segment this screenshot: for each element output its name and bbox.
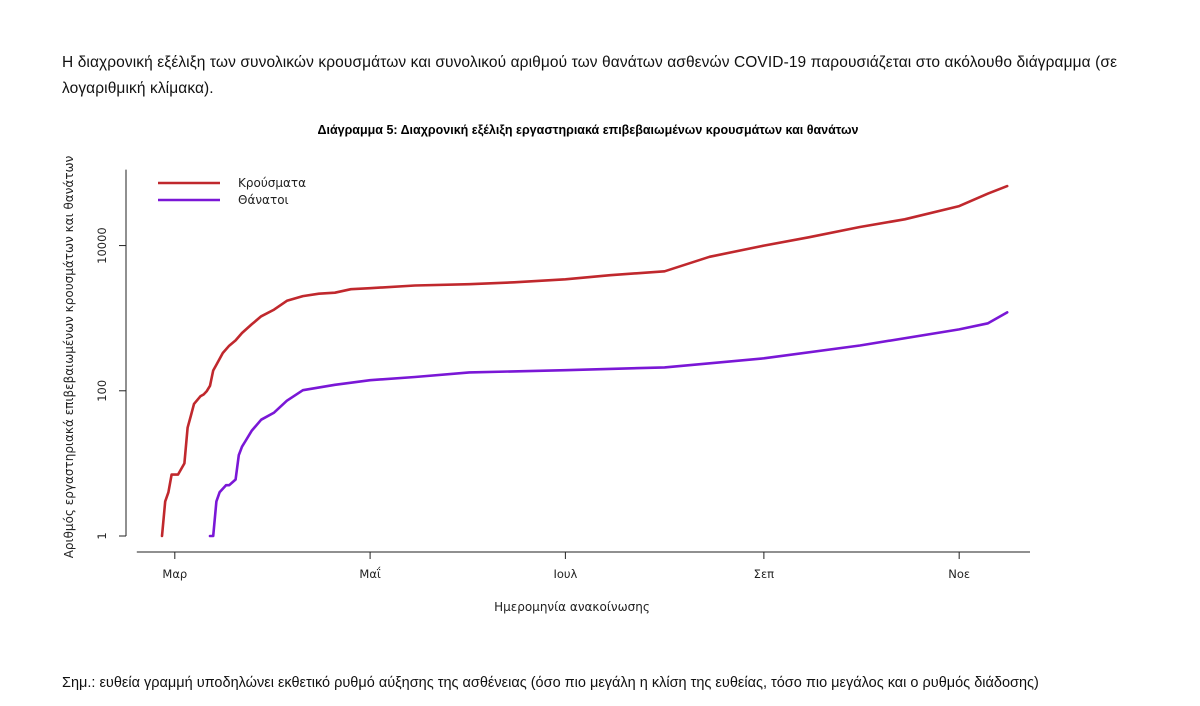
series-line-cases bbox=[160, 184, 1009, 538]
y-tick-label: 100 bbox=[95, 380, 109, 402]
intro-paragraph: Η διαχρονική εξέλιξη των συνολικών κρουσ… bbox=[62, 53, 1118, 97]
x-axis-label: Ημερομηνία ανακοίνωσης bbox=[494, 600, 650, 614]
series-line-deaths bbox=[208, 311, 1009, 538]
y-axis-label: Αριθμός εργαστηριακά επιβεβαιωμένων κρου… bbox=[62, 155, 76, 558]
y-tick-label: 10000 bbox=[95, 227, 109, 264]
legend-label: Κρούσματα bbox=[238, 176, 306, 190]
x-tick-label: Μαΐ bbox=[359, 566, 381, 581]
x-tick-label: Σεπ bbox=[754, 567, 774, 581]
y-tick-label: 1 bbox=[95, 532, 109, 539]
x-tick-label: Νοε bbox=[948, 567, 970, 581]
plot-area: 1 100 10000 Μαρ Μαΐ Ιουλ Σεπ Νοε Κρούσματα Θάνατο… bbox=[95, 169, 1030, 581]
x-tick-label: Μαρ bbox=[162, 567, 187, 581]
chart-title: Διάγραμμα 5: Διαχρονική εξέλιξη εργαστηρ… bbox=[317, 123, 858, 137]
x-tick-label: Ιουλ bbox=[553, 567, 577, 581]
footnote: Σημ.: ευθεία γραμμή υποδηλώνει εκθετικό … bbox=[62, 674, 1039, 691]
legend-label: Θάνατοι bbox=[238, 193, 289, 207]
